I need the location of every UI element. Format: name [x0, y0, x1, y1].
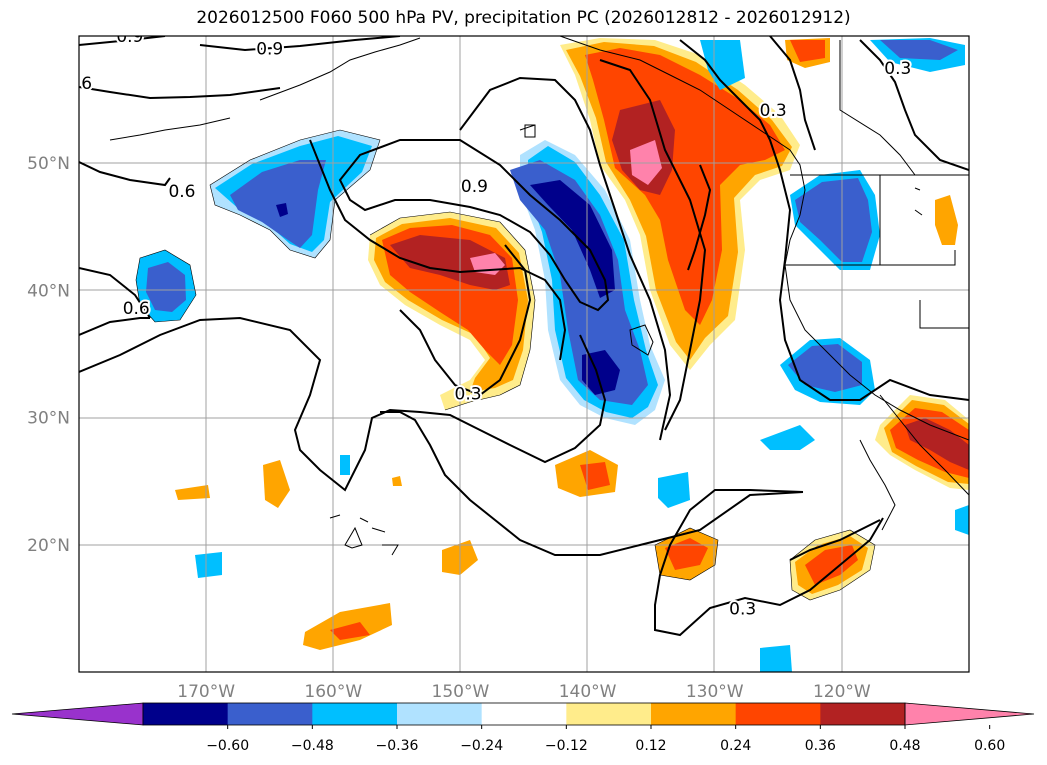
pv-contour-0.3-mid — [399, 244, 532, 397]
pv-contour-label: 0.3 — [760, 101, 787, 121]
pv-contour-0.3-canada — [687, 164, 712, 271]
precip-shade-west-negative — [136, 250, 196, 322]
lat-tick-label: 40°N — [27, 281, 70, 301]
colorbar-tick-label: −0.60 — [206, 738, 249, 754]
pv-contour-0.3-north-east — [769, 36, 816, 151]
map-title: 2026012500 F060 500 hPa PV, precipitatio… — [196, 8, 851, 28]
colorbar-swatch — [227, 703, 313, 725]
pv-contour-label: 6 — [81, 74, 92, 94]
colorbar-tick-label: 0.24 — [720, 738, 751, 754]
pv-contour-label: 0.3 — [884, 59, 911, 79]
colorbar-tick-label: −0.48 — [291, 738, 334, 754]
colorbar-swatch — [566, 703, 652, 725]
colorbar-swatch — [651, 703, 737, 725]
colorbar-tick-label: −0.12 — [545, 738, 588, 754]
lon-tick-label: 160°W — [304, 682, 362, 702]
pv-contour-0.6-left — [79, 86, 281, 100]
pv-contour-0.6-mid — [309, 139, 567, 361]
lat-tick-label: 30°N — [27, 409, 70, 429]
colorbar-swatch — [735, 703, 821, 725]
coastlines — [109, 36, 969, 556]
pv-contour-label: 0.6 — [168, 182, 195, 202]
colorbar-swatch — [143, 703, 229, 725]
pv-contour-0.3-coast — [679, 39, 969, 401]
pv-contour-0.3-hawaii — [380, 411, 804, 556]
colorbar-tick-label: −0.24 — [460, 738, 503, 754]
pv-contour-0.3-far-east — [859, 39, 969, 171]
colorbar-swatch — [820, 703, 906, 725]
colorbar-extension-low — [11, 702, 144, 726]
pv-contour-0.3-mexico — [789, 519, 881, 561]
pv-contour-0.6-west — [79, 161, 171, 187]
lon-tick-label: 130°W — [686, 682, 744, 702]
pv-contour-label: 0.9 — [461, 177, 488, 197]
colorbar-tick-label: 0.12 — [635, 738, 666, 754]
pv-contours — [79, 36, 969, 637]
pv-contour-0.9-loop — [338, 139, 610, 312]
lon-tick-label: 140°W — [559, 682, 617, 702]
pv-contour-0.6-sw — [79, 267, 151, 319]
pv-contour-label: 0.3 — [455, 384, 482, 404]
pv-contour-label: 0.9 — [116, 27, 143, 47]
colorbar-tick-label: 0.60 — [974, 738, 1005, 754]
pv-contour-0.3-trough — [599, 59, 707, 431]
pv-contour-0.9-north — [79, 36, 166, 46]
map-plot-area: 0.9 0.9 6 0.6 0.6 0.9 0.3 0.3 0.3 0.3 — [79, 27, 969, 672]
precip-shade-east-negatives — [195, 38, 969, 672]
pv-contour-0.3-sw — [79, 316, 607, 492]
pv-contour-0.6-trough — [459, 76, 672, 441]
pv-contour-0.3-south — [654, 489, 884, 637]
colorbar-tick-label: −0.36 — [376, 738, 419, 754]
graticule — [79, 36, 969, 672]
pv-contour-0.9-upper — [199, 36, 401, 52]
precip-shade-coast-band — [560, 38, 800, 370]
lon-tick-label: 170°W — [177, 682, 235, 702]
precip-shade-central-negative — [510, 140, 665, 425]
colorbar-extension-high — [904, 702, 1035, 726]
colorbar-swatch — [481, 703, 567, 725]
pv-contour-labels: 0.9 0.9 6 0.6 0.6 0.9 0.3 0.3 0.3 0.3 — [79, 27, 913, 621]
longitude-labels: 170°W 160°W 150°W 140°W 130°W 120°W — [177, 682, 871, 702]
colorbar-swatch — [312, 703, 398, 725]
lon-tick-label: 120°W — [813, 682, 871, 702]
colorbar-tick-label: 0.36 — [805, 738, 836, 754]
colorbar-outline — [142, 702, 906, 726]
pv-contour-label: 0.3 — [729, 599, 756, 619]
colorbar-tick-label: 0.48 — [889, 738, 920, 754]
latitude-labels: 50°N 40°N 30°N 20°N — [27, 154, 70, 556]
colorbar: −0.60 −0.48 −0.36 −0.24 −0.12 0.12 0.24 0.36 0.4… — [11, 702, 1035, 754]
colorbar-swatch — [397, 703, 483, 725]
pv-contour-label: 0.6 — [123, 299, 150, 319]
pv-contour-label: 0.9 — [256, 40, 283, 60]
lat-tick-label: 20°N — [27, 536, 70, 556]
lon-tick-label: 150°W — [432, 682, 490, 702]
pv-contour-0.6-lower — [79, 317, 150, 336]
lat-tick-label: 50°N — [27, 154, 70, 174]
map-frame — [78, 35, 970, 673]
shade-outlines — [135, 129, 876, 601]
